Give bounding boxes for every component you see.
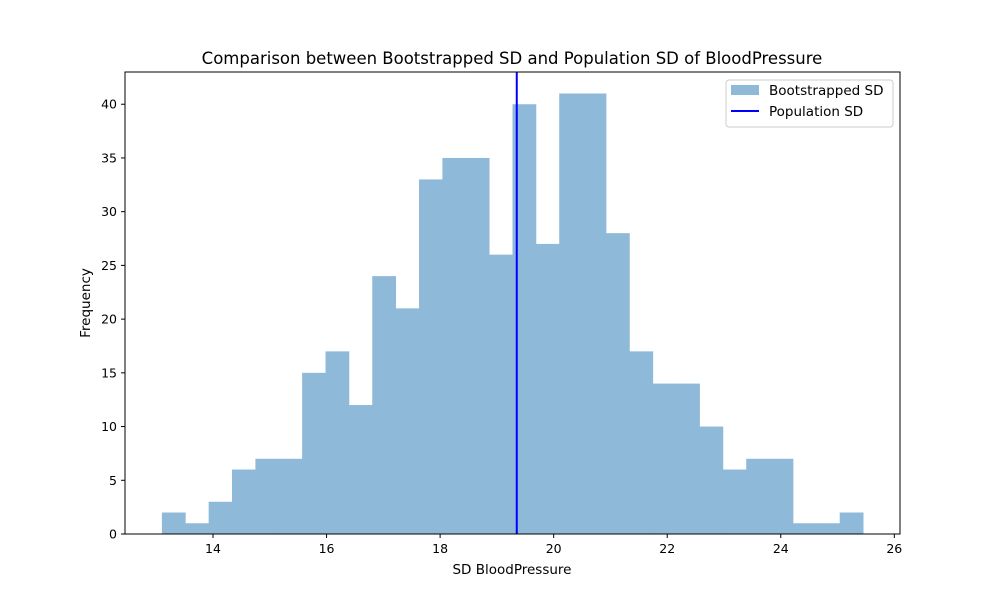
histogram-bar: [302, 372, 326, 534]
histogram-bar: [372, 276, 397, 534]
histogram-bar: [325, 351, 350, 534]
y-tick-label: 0: [109, 527, 117, 542]
y-tick-label: 25: [101, 258, 117, 273]
ticks-layer: 14 16 18 20 22 24 26 0 5 10 15 20 25 30 35 40: [101, 97, 902, 556]
y-axis-title: Frequency: [78, 268, 94, 338]
histogram-bar: [816, 523, 841, 534]
histogram-bar: [582, 93, 607, 535]
x-tick-label: 26: [886, 541, 902, 556]
histogram-bar: [839, 512, 864, 534]
histogram-bar: [629, 351, 654, 534]
y-tick-label: 5: [109, 473, 117, 488]
y-tick-label: 10: [101, 419, 117, 434]
histogram-bar: [185, 523, 210, 534]
x-tick-label: 18: [432, 541, 448, 556]
x-tick-label: 24: [773, 541, 789, 556]
y-tick-label: 15: [101, 365, 117, 380]
histogram-bar: [676, 383, 700, 534]
histogram-bar: [792, 523, 817, 534]
x-tick-label: 20: [546, 541, 562, 556]
histogram-bar: [746, 458, 770, 534]
y-tick-label: 35: [101, 150, 117, 165]
legend-swatch-bootstrapped: [731, 85, 759, 95]
x-tick-label: 16: [319, 541, 335, 556]
histogram-bar: [232, 469, 256, 534]
histogram-bar: [512, 104, 537, 534]
histogram-bar: [255, 458, 280, 534]
bars-layer: [161, 93, 864, 535]
histogram-bar: [699, 426, 724, 534]
chart-title: Comparison between Bootstrapped SD and P…: [202, 49, 823, 68]
histogram-bar: [442, 157, 467, 534]
histogram-bar: [559, 93, 584, 535]
legend-label-bootstrapped: Bootstrapped SD: [769, 83, 884, 99]
histogram-bar: [465, 157, 490, 534]
legend-label-population: Population SD: [769, 104, 863, 120]
histogram-bar: [419, 179, 443, 534]
legend-frame: [725, 79, 894, 128]
histogram-bar: [769, 458, 794, 534]
histogram-bar: [208, 501, 233, 534]
histogram-bar: [535, 243, 560, 534]
histogram-bar: [395, 308, 420, 534]
y-tick-label: 30: [101, 204, 117, 219]
legend: Bootstrapped SD Population SD: [725, 79, 894, 128]
x-axis-title: SD BloodPressure: [452, 562, 571, 578]
y-tick-label: 20: [101, 312, 117, 327]
histogram-bar: [161, 512, 186, 534]
y-tick-label: 40: [101, 97, 117, 112]
histogram-bar: [722, 469, 747, 534]
plot-frame: [124, 71, 901, 535]
histogram-bar: [605, 233, 630, 534]
histogram-bar: [348, 405, 373, 534]
axes-layer: [124, 71, 901, 535]
x-tick-label: 22: [659, 541, 675, 556]
histogram-bar: [278, 458, 303, 534]
histogram-bar: [489, 254, 513, 534]
histogram-bar: [652, 383, 677, 534]
x-tick-label: 14: [205, 541, 221, 556]
